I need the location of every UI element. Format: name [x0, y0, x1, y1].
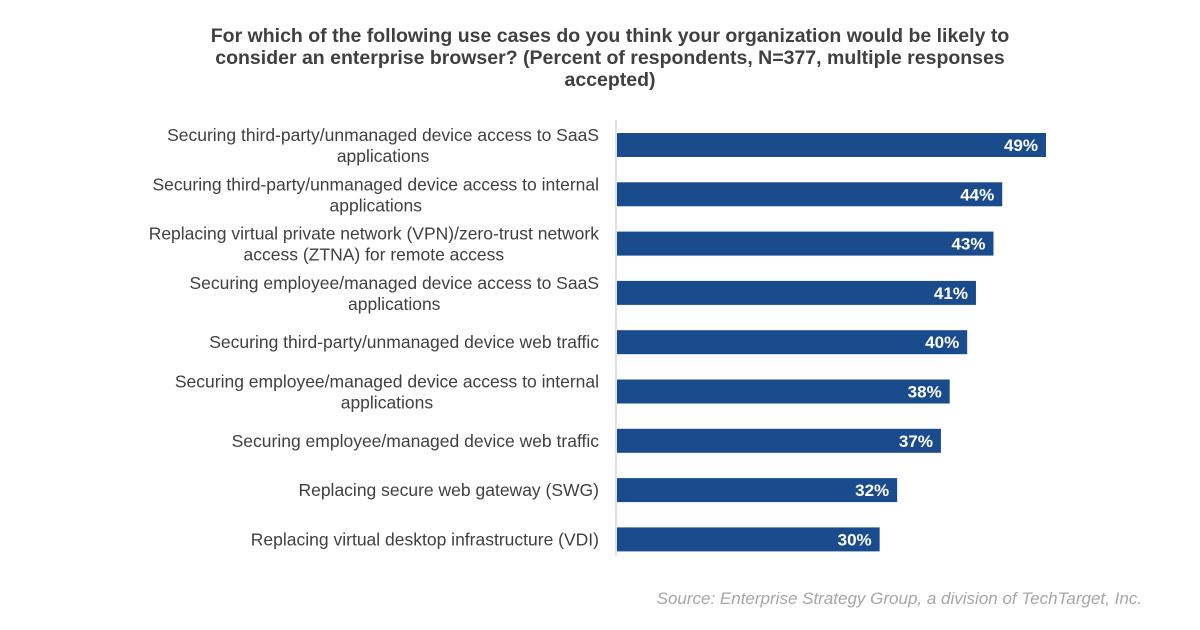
category-label: Securing third-party/unmanaged device ac…	[167, 125, 599, 166]
chart-title: For which of the following use cases do …	[210, 25, 1010, 91]
data-label: 37%	[899, 432, 933, 451]
category-label: Securing third-party/unmanaged device we…	[209, 332, 599, 352]
bar	[617, 182, 1003, 207]
bar	[617, 478, 898, 503]
bar	[617, 527, 880, 552]
category-label: Securing employee/managed device access …	[175, 372, 599, 413]
category-label-line: applications	[341, 393, 434, 413]
bar	[617, 428, 941, 453]
category-label-line: Securing third-party/unmanaged device ac…	[167, 125, 599, 145]
category-label-line: Securing employee/managed device access …	[189, 273, 599, 293]
bar	[617, 330, 968, 355]
category-label: Replacing virtual private network (VPN)/…	[149, 224, 600, 265]
category-label-line: applications	[337, 146, 430, 166]
category-label-line: access (ZTNA) for remote access	[244, 245, 505, 265]
category-label-line: Securing employee/managed device access …	[175, 372, 599, 392]
category-label: Securing employee/managed device access …	[189, 273, 599, 314]
data-label: 43%	[951, 235, 985, 254]
category-label: Securing employee/managed device web tra…	[232, 431, 600, 451]
bar	[617, 133, 1046, 157]
bar	[617, 379, 950, 404]
category-label-line: Securing employee/managed device web tra…	[232, 431, 600, 451]
category-label-line: Securing third-party/unmanaged device we…	[209, 332, 599, 352]
data-label: 49%	[1004, 136, 1038, 155]
category-label-line: Securing third-party/unmanaged device ac…	[153, 174, 600, 194]
data-label: 30%	[838, 530, 872, 549]
category-label-line: Replacing virtual desktop infrastructure…	[251, 529, 599, 549]
bar	[617, 231, 994, 256]
data-label: 44%	[960, 185, 994, 204]
data-label: 38%	[908, 383, 942, 402]
data-label: 40%	[925, 333, 959, 352]
data-label: 41%	[934, 284, 968, 303]
category-label-line: applications	[330, 195, 423, 215]
category-label-line: Replacing secure web gateway (SWG)	[298, 480, 599, 500]
bar	[617, 280, 976, 305]
data-label: 32%	[855, 481, 889, 500]
category-label-line: Replacing virtual private network (VPN)/…	[149, 224, 600, 244]
category-label-line: applications	[348, 294, 441, 314]
source-note: Source: Enterprise Strategy Group, a div…	[656, 589, 1142, 608]
category-label: Replacing secure web gateway (SWG)	[298, 480, 599, 500]
category-label: Replacing virtual desktop infrastructure…	[251, 529, 599, 549]
category-label: Securing third-party/unmanaged device ac…	[153, 174, 600, 215]
